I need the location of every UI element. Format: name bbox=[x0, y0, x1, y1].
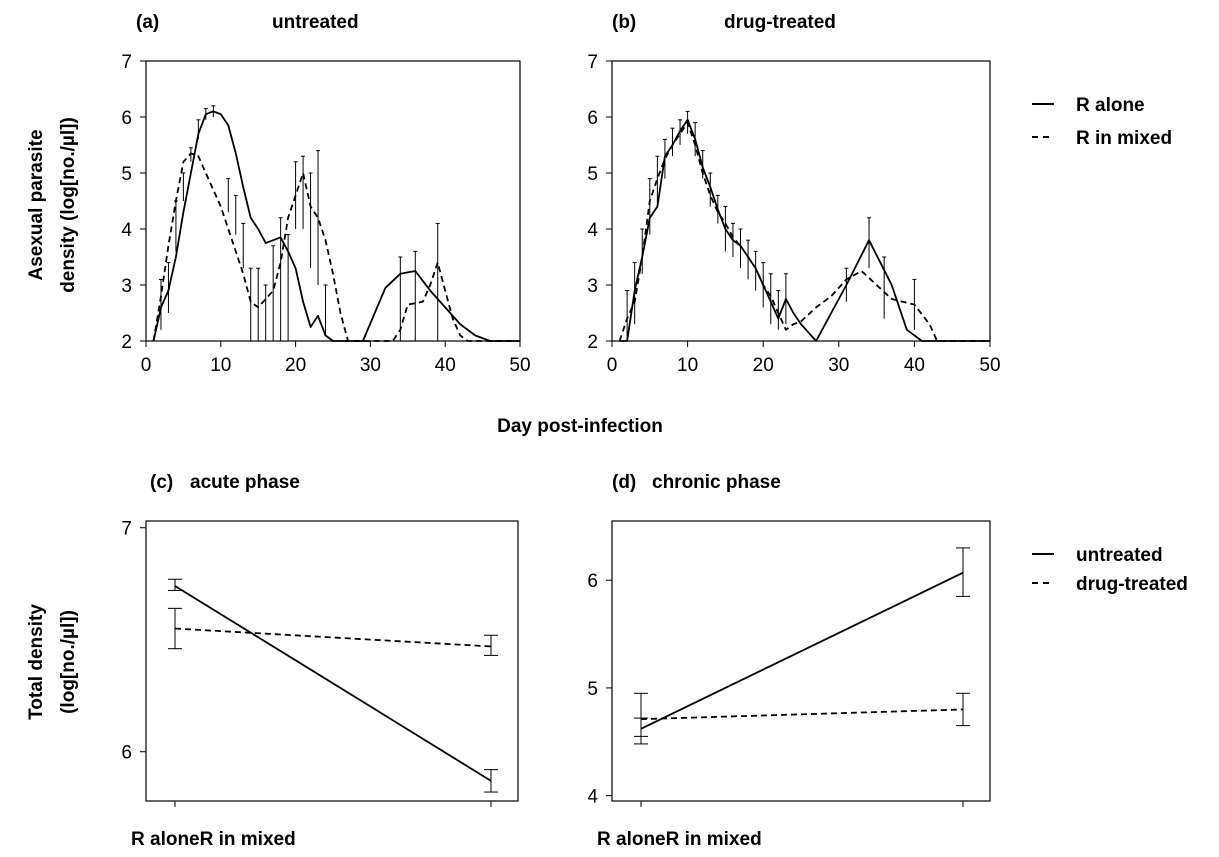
x-tick-label: 0 bbox=[141, 355, 152, 376]
panel-d-title: chronic phase bbox=[652, 472, 781, 493]
legend-bottom: untreated drug-treated bbox=[1032, 545, 1188, 595]
series-line-r-in-mixed bbox=[152, 152, 520, 342]
y-tick-label: 2 bbox=[121, 332, 132, 353]
panel-c-title: acute phase bbox=[190, 472, 300, 493]
series-line-r-alone bbox=[152, 110, 520, 342]
panel-b-plot: 0 10 20 30 40 50 2 3 4 5 6 7 bbox=[587, 52, 1000, 376]
top-ylabel-line1: Asexual parasite bbox=[26, 129, 47, 280]
y-tick-label: 3 bbox=[121, 276, 132, 297]
y-tick-label: 5 bbox=[587, 164, 598, 185]
plot-frame bbox=[145, 60, 521, 342]
x-category-labels: R aloneR in mixed bbox=[597, 829, 762, 850]
x-tick-label: 30 bbox=[360, 355, 381, 376]
x-category-label: R in mixed bbox=[666, 829, 762, 850]
legend-bottom-item-untreated: untreated bbox=[1076, 545, 1163, 566]
y-tick-label: 7 bbox=[121, 519, 132, 540]
series-line-untreated bbox=[174, 585, 492, 782]
x-tick-label: 40 bbox=[904, 355, 925, 376]
x-category-label: R in mixed bbox=[200, 829, 296, 850]
panel-b-title: drug-treated bbox=[724, 12, 836, 33]
y-tick-label: 6 bbox=[587, 108, 598, 129]
series-line-r-alone bbox=[619, 118, 990, 342]
x-tick-label: 40 bbox=[435, 355, 456, 376]
x-tick-label: 10 bbox=[677, 355, 698, 376]
series-line-r-in-mixed bbox=[618, 121, 990, 342]
plot-frame bbox=[611, 60, 991, 342]
y-tick-label: 4 bbox=[121, 220, 132, 241]
legend-top-item-r-in-mixed: R in mixed bbox=[1076, 128, 1172, 149]
x-tick-label: 10 bbox=[210, 355, 231, 376]
x-tick-label: 50 bbox=[509, 355, 530, 376]
panel-b-label: (b) bbox=[612, 12, 636, 33]
y-tick-label: 7 bbox=[587, 52, 598, 73]
legend-top: R alone R in mixed bbox=[1032, 95, 1172, 149]
y-tick-label: 4 bbox=[587, 220, 598, 241]
y-tick-label: 5 bbox=[121, 164, 132, 185]
y-tick-label: 2 bbox=[587, 332, 598, 353]
panel-d-plot: 4 5 6 R aloneR in mixed bbox=[587, 520, 991, 850]
panel-d-label: (d) bbox=[612, 472, 636, 493]
series-line-drug-treated bbox=[174, 627, 492, 648]
x-tick-label: 20 bbox=[753, 355, 774, 376]
plot-frame bbox=[145, 520, 519, 802]
y-tick-label: 6 bbox=[121, 743, 132, 764]
panel-a-title: untreated bbox=[272, 12, 359, 33]
y-tick-label: 6 bbox=[121, 108, 132, 129]
top-ylabel-line2: density (log[no./µl]) bbox=[58, 117, 79, 293]
series-line-untreated bbox=[640, 571, 964, 730]
x-category-labels: R aloneR in mixed bbox=[131, 829, 296, 850]
x-tick-label: 20 bbox=[285, 355, 306, 376]
x-tick-label: 30 bbox=[828, 355, 849, 376]
x-tick-label: 0 bbox=[607, 355, 618, 376]
x-category-label: R alone bbox=[597, 829, 666, 850]
legend-top-item-r-alone: R alone bbox=[1076, 95, 1145, 116]
top-xlabel: Day post-infection bbox=[497, 416, 663, 437]
y-tick-label: 5 bbox=[587, 679, 598, 700]
series-line-drug-treated bbox=[640, 708, 964, 721]
panel-c-plot: 6 7 R aloneR in mixed bbox=[121, 519, 519, 850]
y-tick-label: 6 bbox=[587, 571, 598, 592]
panel-c-label: (c) bbox=[150, 472, 173, 493]
legend-bottom-item-drug-treated: drug-treated bbox=[1076, 574, 1188, 595]
y-tick-label: 7 bbox=[121, 52, 132, 73]
bottom-ylabel-line2: (log[no./µl]) bbox=[58, 610, 79, 714]
bottom-ylabel-line1: Total density bbox=[26, 604, 47, 720]
plot-frame bbox=[611, 520, 991, 802]
x-category-label: R alone bbox=[131, 829, 200, 850]
x-tick-label: 50 bbox=[979, 355, 1000, 376]
panel-a-plot: 0 10 20 30 40 50 2 3 4 5 6 7 bbox=[121, 52, 530, 376]
panel-a-label: (a) bbox=[136, 12, 159, 33]
y-tick-label: 3 bbox=[587, 276, 598, 297]
y-tick-label: 4 bbox=[587, 787, 598, 808]
